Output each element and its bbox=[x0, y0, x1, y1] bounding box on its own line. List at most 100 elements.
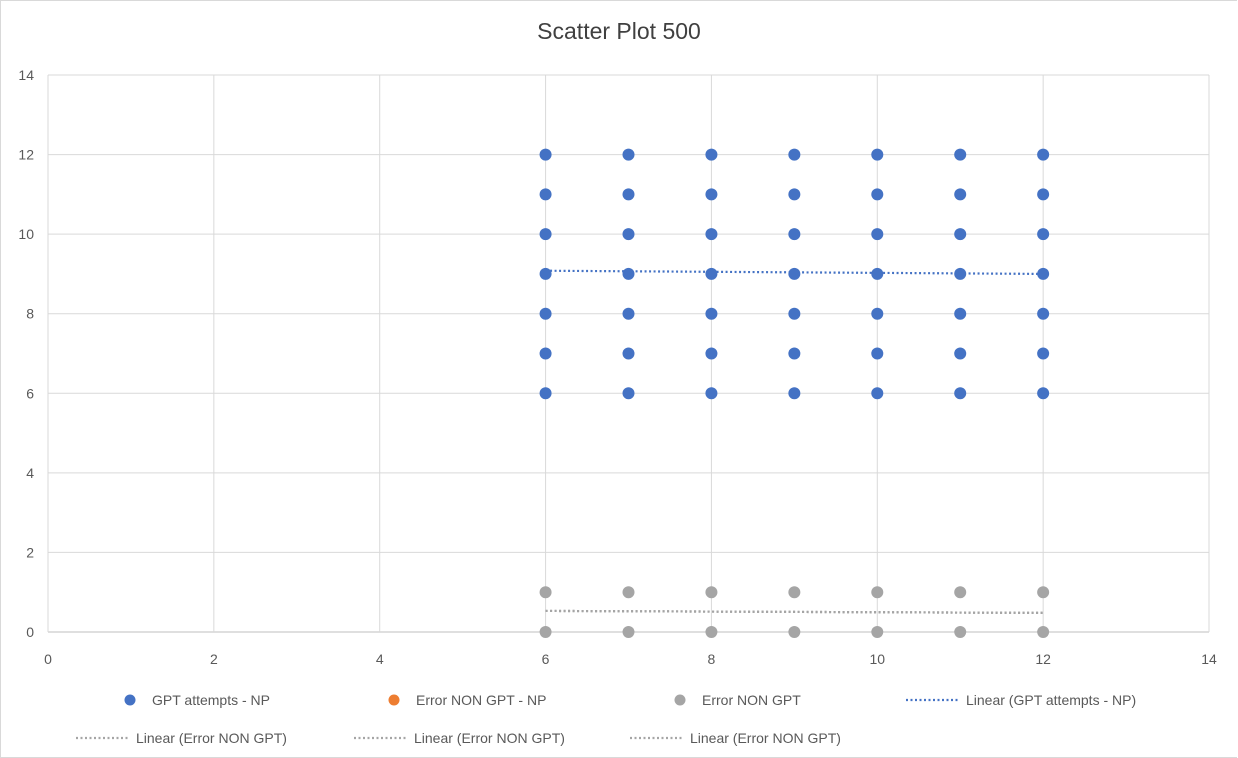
y-tick-label: 0 bbox=[26, 624, 34, 640]
data-point bbox=[1037, 307, 1050, 320]
data-point bbox=[622, 626, 635, 638]
y-tick-label: 6 bbox=[26, 385, 34, 401]
x-tick-label: 4 bbox=[376, 651, 384, 667]
data-point bbox=[954, 188, 967, 201]
y-tick-label: 8 bbox=[26, 306, 34, 322]
data-point bbox=[622, 586, 635, 599]
axes: 0 2 4 6 8 10 12 14 0 2 4 6 8 10 12 14 bbox=[18, 67, 1217, 667]
data-point bbox=[539, 267, 552, 280]
data-point bbox=[1037, 347, 1050, 360]
data-point bbox=[539, 228, 552, 241]
data-point bbox=[705, 228, 718, 241]
data-point bbox=[705, 626, 718, 638]
legend-label: Linear (Error NON GPT) bbox=[690, 730, 841, 746]
data-point bbox=[954, 267, 967, 280]
x-tick-label: 2 bbox=[210, 651, 218, 667]
y-tick-label: 10 bbox=[18, 226, 34, 242]
legend-label: Error NON GPT bbox=[702, 692, 801, 708]
legend-label: GPT attempts - NP bbox=[152, 692, 270, 708]
data-point bbox=[705, 188, 718, 201]
data-point bbox=[954, 626, 967, 638]
data-point bbox=[1037, 148, 1050, 161]
data-point bbox=[871, 267, 884, 280]
legend-label: Linear (GPT attempts - NP) bbox=[966, 692, 1136, 708]
data-point bbox=[622, 307, 635, 320]
data-point bbox=[539, 307, 552, 320]
data-point bbox=[871, 347, 884, 360]
data-point bbox=[705, 387, 718, 400]
data-point bbox=[539, 586, 552, 599]
data-point bbox=[871, 188, 884, 201]
data-points bbox=[539, 148, 1050, 638]
x-tick-label: 10 bbox=[869, 651, 885, 667]
data-point bbox=[705, 347, 718, 360]
data-point bbox=[788, 148, 801, 161]
data-point bbox=[622, 148, 635, 161]
data-point bbox=[788, 188, 801, 201]
legend-label: Linear (Error NON GPT) bbox=[414, 730, 565, 746]
data-point bbox=[871, 228, 884, 241]
legend-item: Linear (Error NON GPT) bbox=[354, 730, 565, 746]
legend-label: Linear (Error NON GPT) bbox=[136, 730, 287, 746]
x-tick-label: 6 bbox=[542, 651, 550, 667]
data-point bbox=[705, 267, 718, 280]
data-point bbox=[705, 307, 718, 320]
data-point bbox=[788, 387, 801, 400]
data-point bbox=[954, 586, 967, 599]
legend-item: Linear (Error NON GPT) bbox=[76, 730, 287, 746]
data-point bbox=[1037, 228, 1050, 241]
data-point bbox=[539, 387, 552, 400]
data-point bbox=[705, 586, 718, 599]
y-tick-label: 12 bbox=[18, 147, 34, 163]
legend-marker bbox=[124, 694, 136, 706]
data-point bbox=[622, 387, 635, 400]
data-point bbox=[622, 347, 635, 360]
data-point bbox=[539, 188, 552, 201]
legend-marker bbox=[388, 694, 400, 706]
data-point bbox=[1037, 267, 1050, 280]
data-point bbox=[539, 626, 552, 638]
data-point bbox=[871, 626, 884, 638]
chart-title: Scatter Plot 500 bbox=[537, 18, 701, 44]
data-point bbox=[788, 347, 801, 360]
legend-label: Error NON GPT - NP bbox=[416, 692, 546, 708]
x-tick-label: 8 bbox=[708, 651, 716, 667]
x-tick-label: 14 bbox=[1201, 651, 1217, 667]
legend-item: GPT attempts - NP bbox=[124, 692, 270, 708]
data-point bbox=[788, 626, 801, 638]
data-point bbox=[1037, 188, 1050, 201]
data-point bbox=[954, 387, 967, 400]
legend-item: Error NON GPT bbox=[674, 692, 801, 708]
x-tick-label: 12 bbox=[1035, 651, 1051, 667]
data-point bbox=[871, 586, 884, 599]
legend-marker bbox=[674, 694, 686, 706]
trendline bbox=[545, 609, 1044, 615]
data-point bbox=[539, 347, 552, 360]
x-tick-label: 0 bbox=[44, 651, 52, 667]
legend-item: Error NON GPT - NP bbox=[388, 692, 546, 708]
data-point bbox=[788, 228, 801, 241]
data-point bbox=[539, 148, 552, 161]
data-point bbox=[954, 347, 967, 360]
data-point bbox=[954, 228, 967, 241]
y-tick-label: 4 bbox=[26, 465, 34, 481]
data-point bbox=[954, 148, 967, 161]
data-point bbox=[622, 188, 635, 201]
data-point bbox=[1037, 586, 1050, 599]
data-point bbox=[871, 387, 884, 400]
data-point bbox=[788, 267, 801, 280]
trendlines bbox=[545, 269, 1044, 615]
data-point bbox=[622, 267, 635, 280]
data-point bbox=[788, 307, 801, 320]
legend: GPT attempts - NP Error NON GPT - NP Error… bbox=[76, 692, 1136, 746]
data-point bbox=[1037, 626, 1050, 638]
data-point bbox=[705, 148, 718, 161]
y-tick-label: 2 bbox=[26, 544, 34, 560]
legend-item: Linear (Error NON GPT) bbox=[630, 730, 841, 746]
data-point bbox=[954, 307, 967, 320]
data-point bbox=[788, 586, 801, 599]
data-point bbox=[871, 148, 884, 161]
legend-item: Linear (GPT attempts - NP) bbox=[906, 692, 1136, 708]
y-tick-label: 14 bbox=[18, 67, 34, 83]
